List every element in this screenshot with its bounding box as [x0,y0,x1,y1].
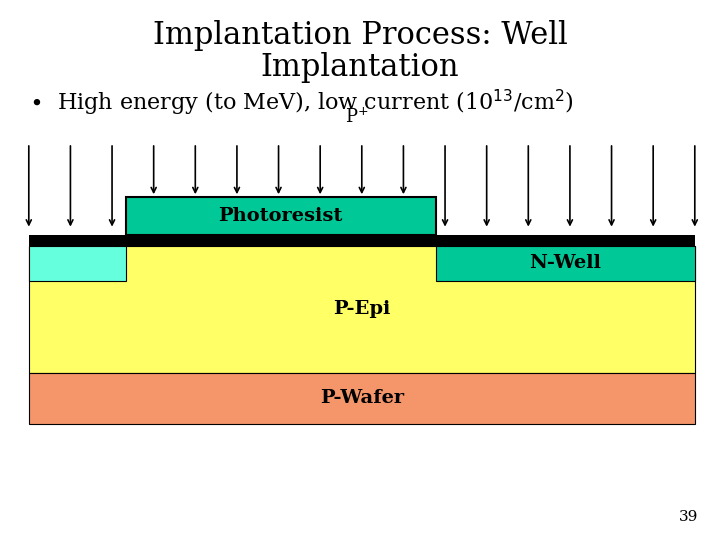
Bar [126,197,436,235]
Text: P-Epi: P-Epi [333,300,390,318]
Text: P$^{+}$: P$^{+}$ [345,107,368,127]
Bar [29,235,695,246]
Text: 39: 39 [679,510,698,524]
Bar [29,246,695,373]
Text: Implantation Process: Well: Implantation Process: Well [153,19,567,51]
Bar [29,246,126,281]
Text: P-Wafer: P-Wafer [320,389,404,407]
Text: $\bullet$  High energy (to MeV), low current (10$^{13}$/cm$^{2}$): $\bullet$ High energy (to MeV), low curr… [29,87,574,118]
Bar [29,373,695,424]
Bar [436,246,695,281]
Text: N-Well: N-Well [529,254,601,272]
Text: Photoresist: Photoresist [219,207,343,225]
Text: Implantation: Implantation [261,52,459,83]
